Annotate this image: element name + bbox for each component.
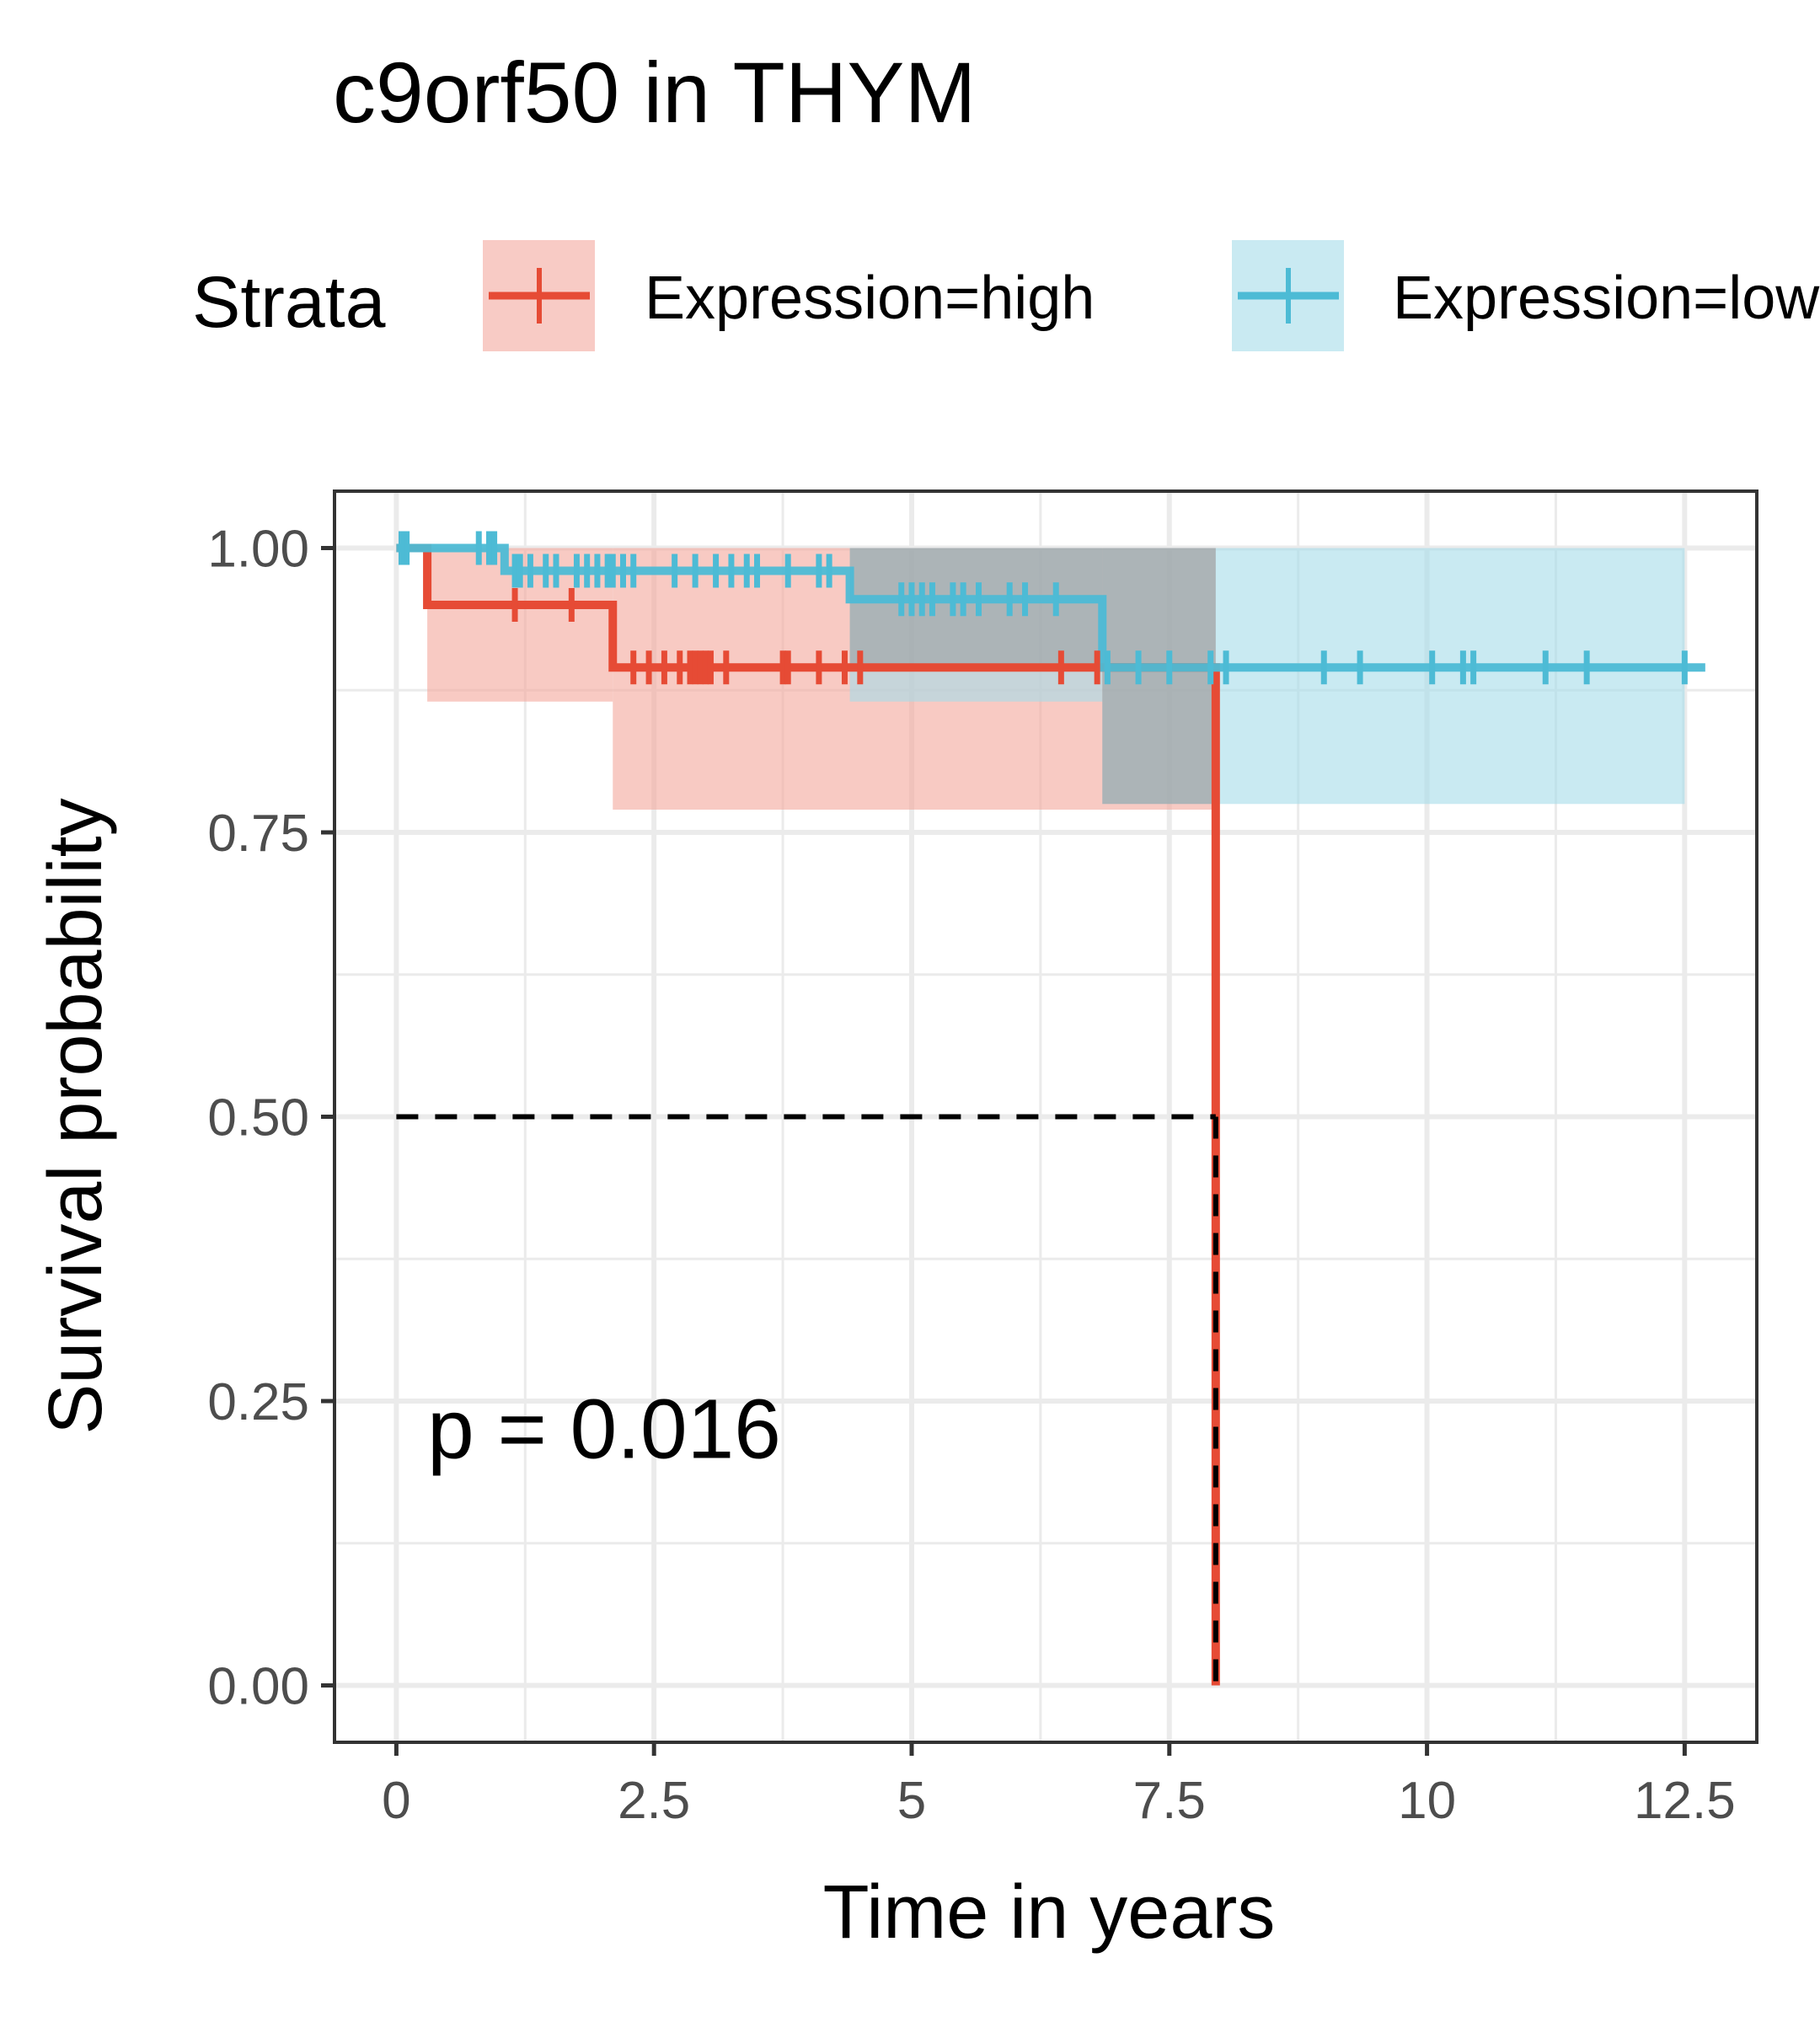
x-axis-title: Time in years [823,1870,1276,1955]
legend-entry-high: Expression=high [483,240,1095,351]
x-tick-label: 12.5 [1634,1772,1736,1830]
legend-entry-low: Expression=low [1232,240,1820,351]
p-value-label: p = 0.016 [427,1383,781,1477]
legend-label-high: Expression=high [645,265,1095,332]
x-tick-label: 5 [897,1772,926,1830]
y-tick-label: 0.00 [207,1658,309,1716]
legend-title: Strata [192,262,386,343]
legend: Strata Expression=high Expression=low [192,240,1820,351]
plot-area: 0 2.5 5 7.5 10 12.5 0.00 0.25 0.50 0.75 1.00 p = 0.… [207,489,1758,1830]
curve-expression-low [396,543,1705,672]
chart-title: c9orf50 in THYM [333,45,976,141]
y-tick-label: 0.50 [207,1089,309,1147]
x-tick-label: 7.5 [1133,1772,1206,1830]
y-tick-label: 1.00 [207,521,309,579]
ci-overlap [1102,548,1216,805]
y-axis-title: Survival probability [34,798,118,1434]
x-tick-label: 2.5 [618,1772,690,1830]
legend-label-low: Expression=low [1393,265,1820,332]
y-tick-label: 0.25 [207,1373,309,1431]
x-tick-label: 0 [382,1772,410,1830]
y-tick-label: 0.75 [207,805,309,863]
x-tick-label: 10 [1398,1772,1456,1830]
